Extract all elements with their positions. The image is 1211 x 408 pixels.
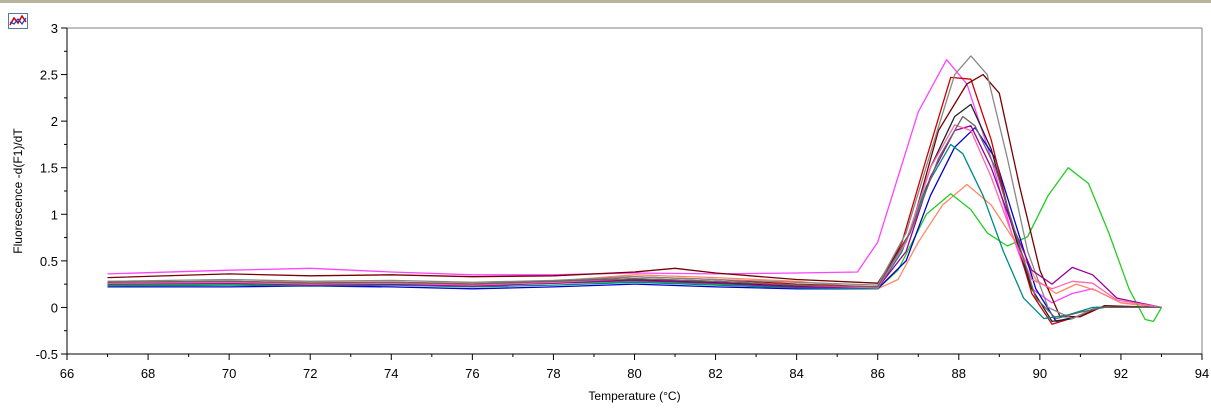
y-tick-label: 0.5 — [40, 254, 58, 269]
series-line-7 — [107, 103, 1162, 323]
y-tick-label: 1.5 — [40, 161, 58, 176]
x-tick-label: 78 — [546, 366, 560, 381]
series-line-11 — [107, 124, 1162, 309]
x-axis-title: Temperature (°C) — [588, 389, 680, 403]
x-tick-label: 76 — [465, 366, 479, 381]
series-line-12 — [107, 115, 1162, 320]
series-line-4 — [107, 127, 1162, 323]
y-tick-label: 2 — [51, 114, 58, 129]
x-tick-label: 92 — [1114, 366, 1128, 381]
x-tick-label: 82 — [708, 366, 722, 381]
x-tick-label: 74 — [384, 366, 398, 381]
series-line-8 — [107, 55, 1162, 320]
x-tick-label: 88 — [952, 366, 966, 381]
x-tick-label: 86 — [870, 366, 884, 381]
series-line-9 — [107, 143, 1162, 320]
plot-area — [67, 27, 1203, 354]
series-line-10 — [107, 125, 1162, 309]
y-tick-label: -0.5 — [36, 347, 58, 362]
y-tick-label: 0 — [51, 300, 58, 315]
series-line-1 — [107, 59, 1162, 309]
x-tick-label: 94 — [1195, 366, 1209, 381]
y-tick-label: 1 — [51, 207, 58, 222]
series-layer — [107, 55, 1163, 325]
x-tick-label: 90 — [1033, 366, 1047, 381]
series-line-6 — [107, 73, 1162, 318]
x-tick-label: 72 — [303, 366, 317, 381]
x-tick-label: 66 — [60, 366, 74, 381]
y-tick-label: 3 — [51, 21, 58, 36]
melt-curve-chart: -0.5 0 0.5 1 1.5 2 2.5 3 66 68 70 72 74 76 78 80 82 84 86 8… — [11, 21, 1210, 403]
x-tick-label: 84 — [789, 366, 803, 381]
axes: -0.5 0 0.5 1 1.5 2 2.5 3 66 68 70 72 74 76 78 80 82 84 86 8… — [36, 21, 1210, 381]
y-axis-title: Fluorescence -d(F1)/dT — [11, 128, 25, 254]
x-tick-label: 70 — [222, 366, 236, 381]
x-tick-label: 80 — [627, 366, 641, 381]
y-tick-label: 2.5 — [40, 68, 58, 83]
chart-icon[interactable] — [8, 13, 28, 29]
x-tick-label: 68 — [141, 366, 155, 381]
